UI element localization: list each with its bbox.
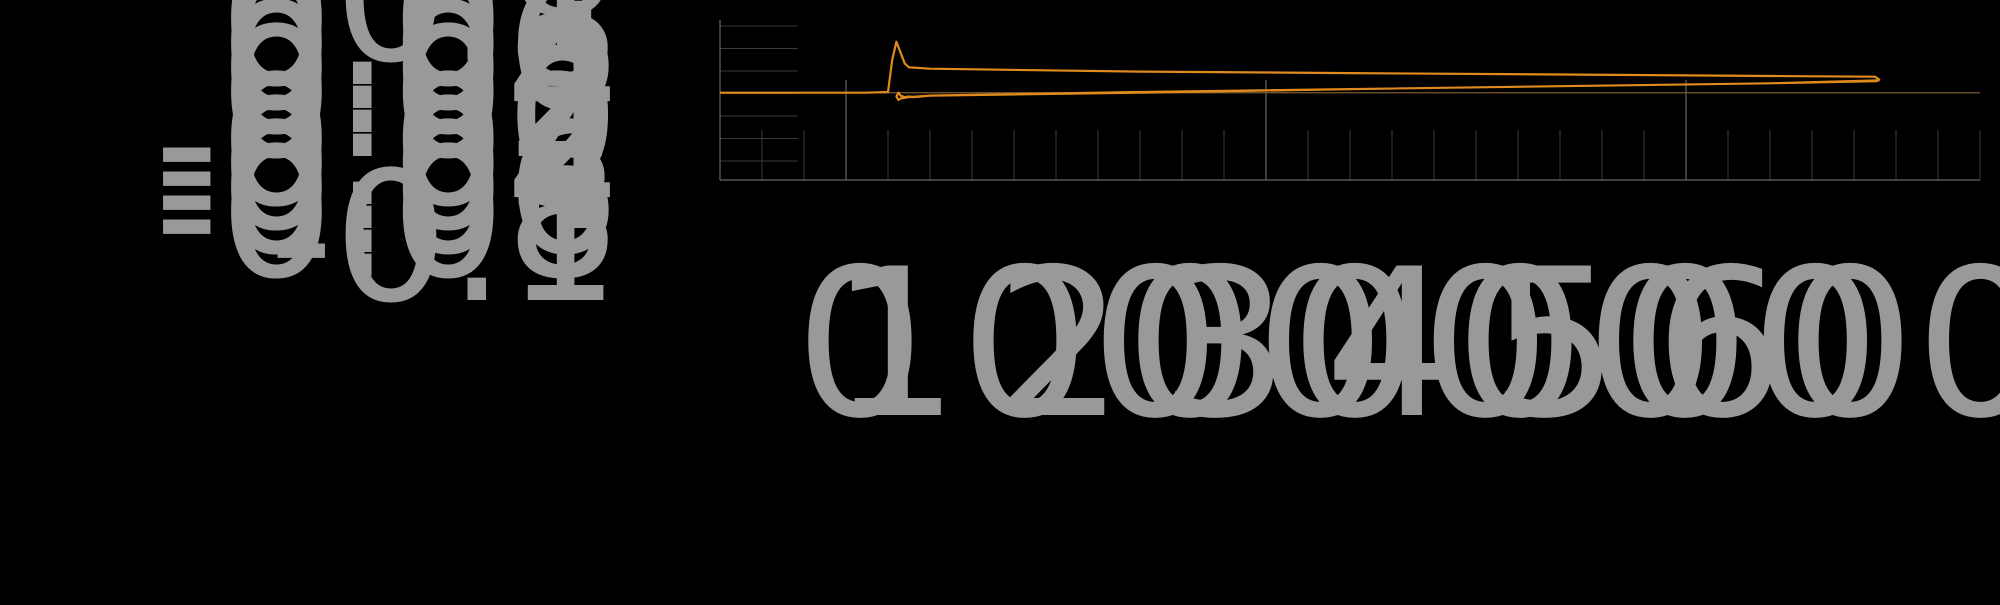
y-tick-label: -0.08: [154, 110, 620, 319]
x-tick-label: 200: [994, 226, 1385, 464]
y-tick-label: 0.04: [219, 0, 620, 175]
y-tick-label: 0.08: [219, 0, 620, 127]
x-tick-label: 100: [829, 226, 1220, 464]
x-tick-label: 300: [1159, 226, 1550, 464]
y-tick-label: 0.02: [219, 0, 620, 199]
y-tick-label: 0.06: [219, 0, 620, 151]
x-tick-label: 500: [1489, 226, 1880, 464]
x-tick-label: 400: [1324, 226, 1715, 464]
y-tick-label: -0.1: [269, 134, 620, 343]
y-tick-label: -0.02: [154, 38, 620, 247]
x-tick-label: 0: [795, 226, 925, 464]
y-tick-label: 0.1: [334, 0, 620, 103]
y-tick-label: 0: [505, 14, 620, 223]
y-tick-label: -0.04: [154, 62, 620, 271]
x-tick-label: 600: [1654, 226, 2000, 464]
series-line-0: [720, 40, 1881, 102]
y-tick-label: -0.06: [154, 86, 620, 295]
